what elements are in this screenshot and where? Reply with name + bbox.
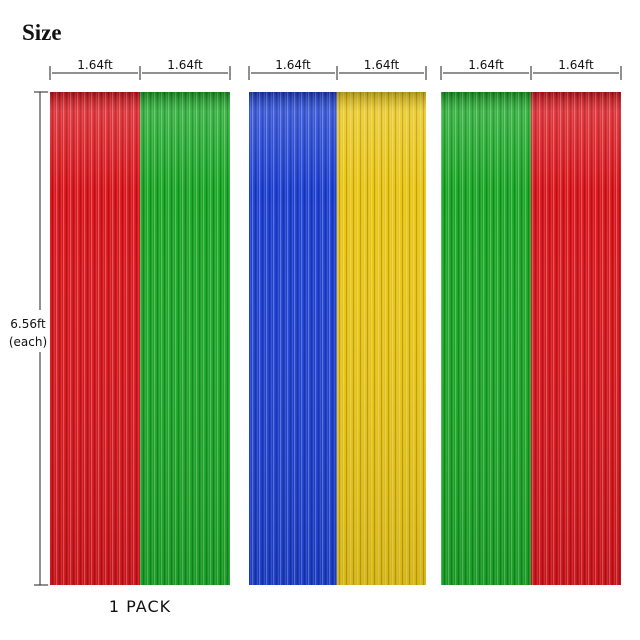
- width-label: 1.64ft: [167, 58, 203, 72]
- height-note: (each): [9, 335, 47, 349]
- curtain-sheen: [249, 92, 337, 585]
- width-label: 1.64ft: [364, 58, 400, 72]
- width-label: 1.64ft: [275, 58, 311, 72]
- curtain-sheen: [140, 92, 230, 585]
- curtain-sheen: [441, 92, 531, 585]
- curtains: 1.64ft 1.64ft 1.64ft 1.64ft 1.64ft 1.64ft: [49, 58, 622, 585]
- height-dimension: 6.56ft (each): [9, 91, 48, 586]
- curtain-sheen: [337, 92, 426, 585]
- height-label: 6.56ft: [10, 317, 46, 331]
- pack-label: 1 PACK: [109, 597, 171, 616]
- curtain-sheen: [50, 92, 140, 585]
- width-label: 1.64ft: [558, 58, 594, 72]
- width-label: 1.64ft: [468, 58, 504, 72]
- curtain-sheen: [531, 92, 621, 585]
- title: Size: [22, 20, 62, 45]
- width-label: 1.64ft: [77, 58, 113, 72]
